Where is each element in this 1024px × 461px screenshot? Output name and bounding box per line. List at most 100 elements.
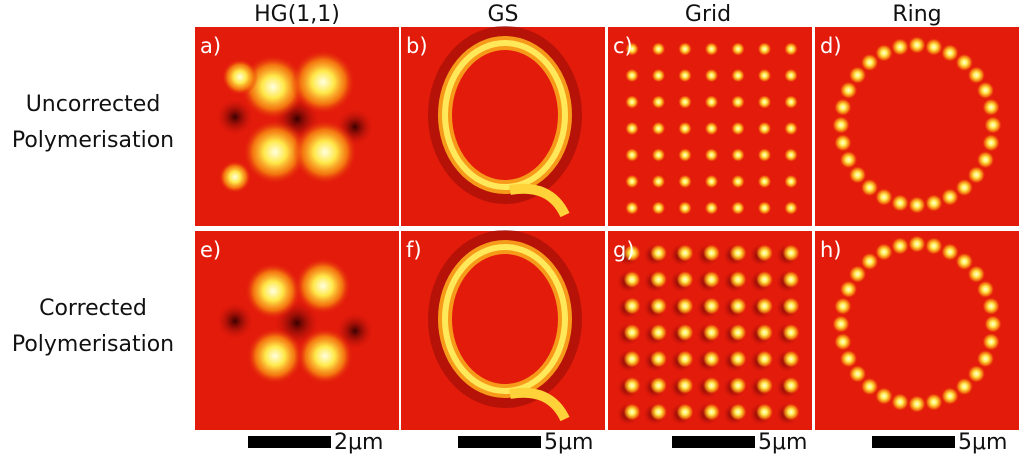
- spot: [976, 280, 995, 299]
- spot: [702, 297, 721, 315]
- spot: [755, 403, 774, 421]
- panel-letter: f): [406, 238, 422, 262]
- spot: [729, 244, 747, 262]
- labels: HG(1,1) GS Grid Ring Uncorrected Polymerisati…: [12, 2, 1008, 455]
- spot: [702, 323, 721, 342]
- spot: [924, 392, 943, 411]
- spot: [848, 165, 867, 184]
- spot: [784, 121, 798, 136]
- spot: [891, 38, 910, 57]
- spot: [291, 50, 355, 114]
- scale-bar: [672, 436, 755, 448]
- spot: [784, 68, 798, 83]
- spot: [625, 121, 639, 136]
- spot: [940, 43, 959, 62]
- spot: [676, 244, 694, 262]
- scale-label: 5μm: [544, 430, 593, 455]
- scale-bar: [248, 436, 331, 448]
- spot: [955, 178, 974, 197]
- spot: [704, 95, 719, 109]
- spot: [245, 263, 301, 319]
- spot: [623, 350, 641, 368]
- spot: [678, 42, 692, 56]
- scale-bar: [872, 436, 955, 448]
- spot: [293, 120, 357, 184]
- spot: [649, 376, 668, 395]
- spot: [649, 244, 668, 262]
- spot: [731, 148, 745, 162]
- row-label: Uncorrected: [26, 92, 161, 117]
- panel-grid: [195, 26, 1019, 430]
- spot: [649, 270, 668, 289]
- spot: [755, 297, 774, 315]
- spot: [908, 395, 926, 413]
- spot: [940, 242, 959, 261]
- spot: [976, 81, 995, 100]
- spot: [832, 315, 850, 333]
- spot: [757, 121, 772, 136]
- panel: [608, 231, 812, 430]
- panel-letter: h): [820, 238, 842, 262]
- spot: [924, 38, 943, 57]
- spot: [729, 376, 747, 395]
- spot: [924, 237, 943, 256]
- spot: [908, 36, 926, 54]
- spot: [625, 42, 639, 56]
- scale-label: 2μm: [334, 430, 383, 455]
- spot: [782, 244, 800, 262]
- spot: [755, 244, 774, 262]
- spot: [755, 323, 774, 342]
- spot: [875, 188, 894, 207]
- ring-core: [442, 40, 568, 190]
- spot: [984, 315, 1002, 333]
- spot: [297, 328, 353, 384]
- column-header: HG(1,1): [254, 2, 340, 27]
- spot: [839, 81, 858, 100]
- spot: [702, 350, 721, 368]
- spot: [940, 387, 959, 406]
- spot: [782, 323, 800, 342]
- spot: [243, 120, 307, 184]
- column-header: GS: [487, 2, 518, 27]
- spot: [875, 43, 894, 62]
- spot: [891, 193, 910, 212]
- panel-letter: c): [613, 34, 633, 58]
- spot: [704, 68, 719, 83]
- spot: [782, 297, 800, 315]
- spot: [625, 95, 639, 109]
- spot: [755, 350, 774, 368]
- spot: [678, 95, 692, 109]
- spot: [678, 68, 692, 83]
- spot: [832, 116, 850, 134]
- spot: [731, 42, 745, 56]
- spot: [729, 270, 747, 289]
- spot: [731, 201, 745, 215]
- row-label: Polymerisation: [12, 332, 174, 357]
- spot: [676, 376, 694, 395]
- spot: [757, 42, 772, 56]
- spot: [757, 148, 772, 162]
- spot: [729, 297, 747, 315]
- column-header: Ring: [892, 2, 941, 27]
- spot: [784, 148, 798, 162]
- spot: [784, 42, 798, 56]
- spot: [649, 350, 668, 368]
- spot: [704, 148, 719, 162]
- spot: [676, 403, 694, 421]
- ring-core: [442, 244, 568, 394]
- spot: [839, 280, 858, 299]
- spot: [833, 133, 852, 152]
- spot: [731, 68, 745, 83]
- spot: [955, 53, 974, 72]
- spot: [625, 68, 639, 83]
- spot: [729, 403, 747, 421]
- spot: [839, 150, 858, 169]
- row-label: Corrected: [39, 296, 147, 321]
- spot: [860, 53, 879, 72]
- spot: [757, 201, 772, 215]
- spot: [651, 68, 666, 83]
- spot: [967, 165, 986, 184]
- spot: [649, 323, 668, 342]
- spot: [729, 350, 747, 368]
- spot: [651, 121, 666, 136]
